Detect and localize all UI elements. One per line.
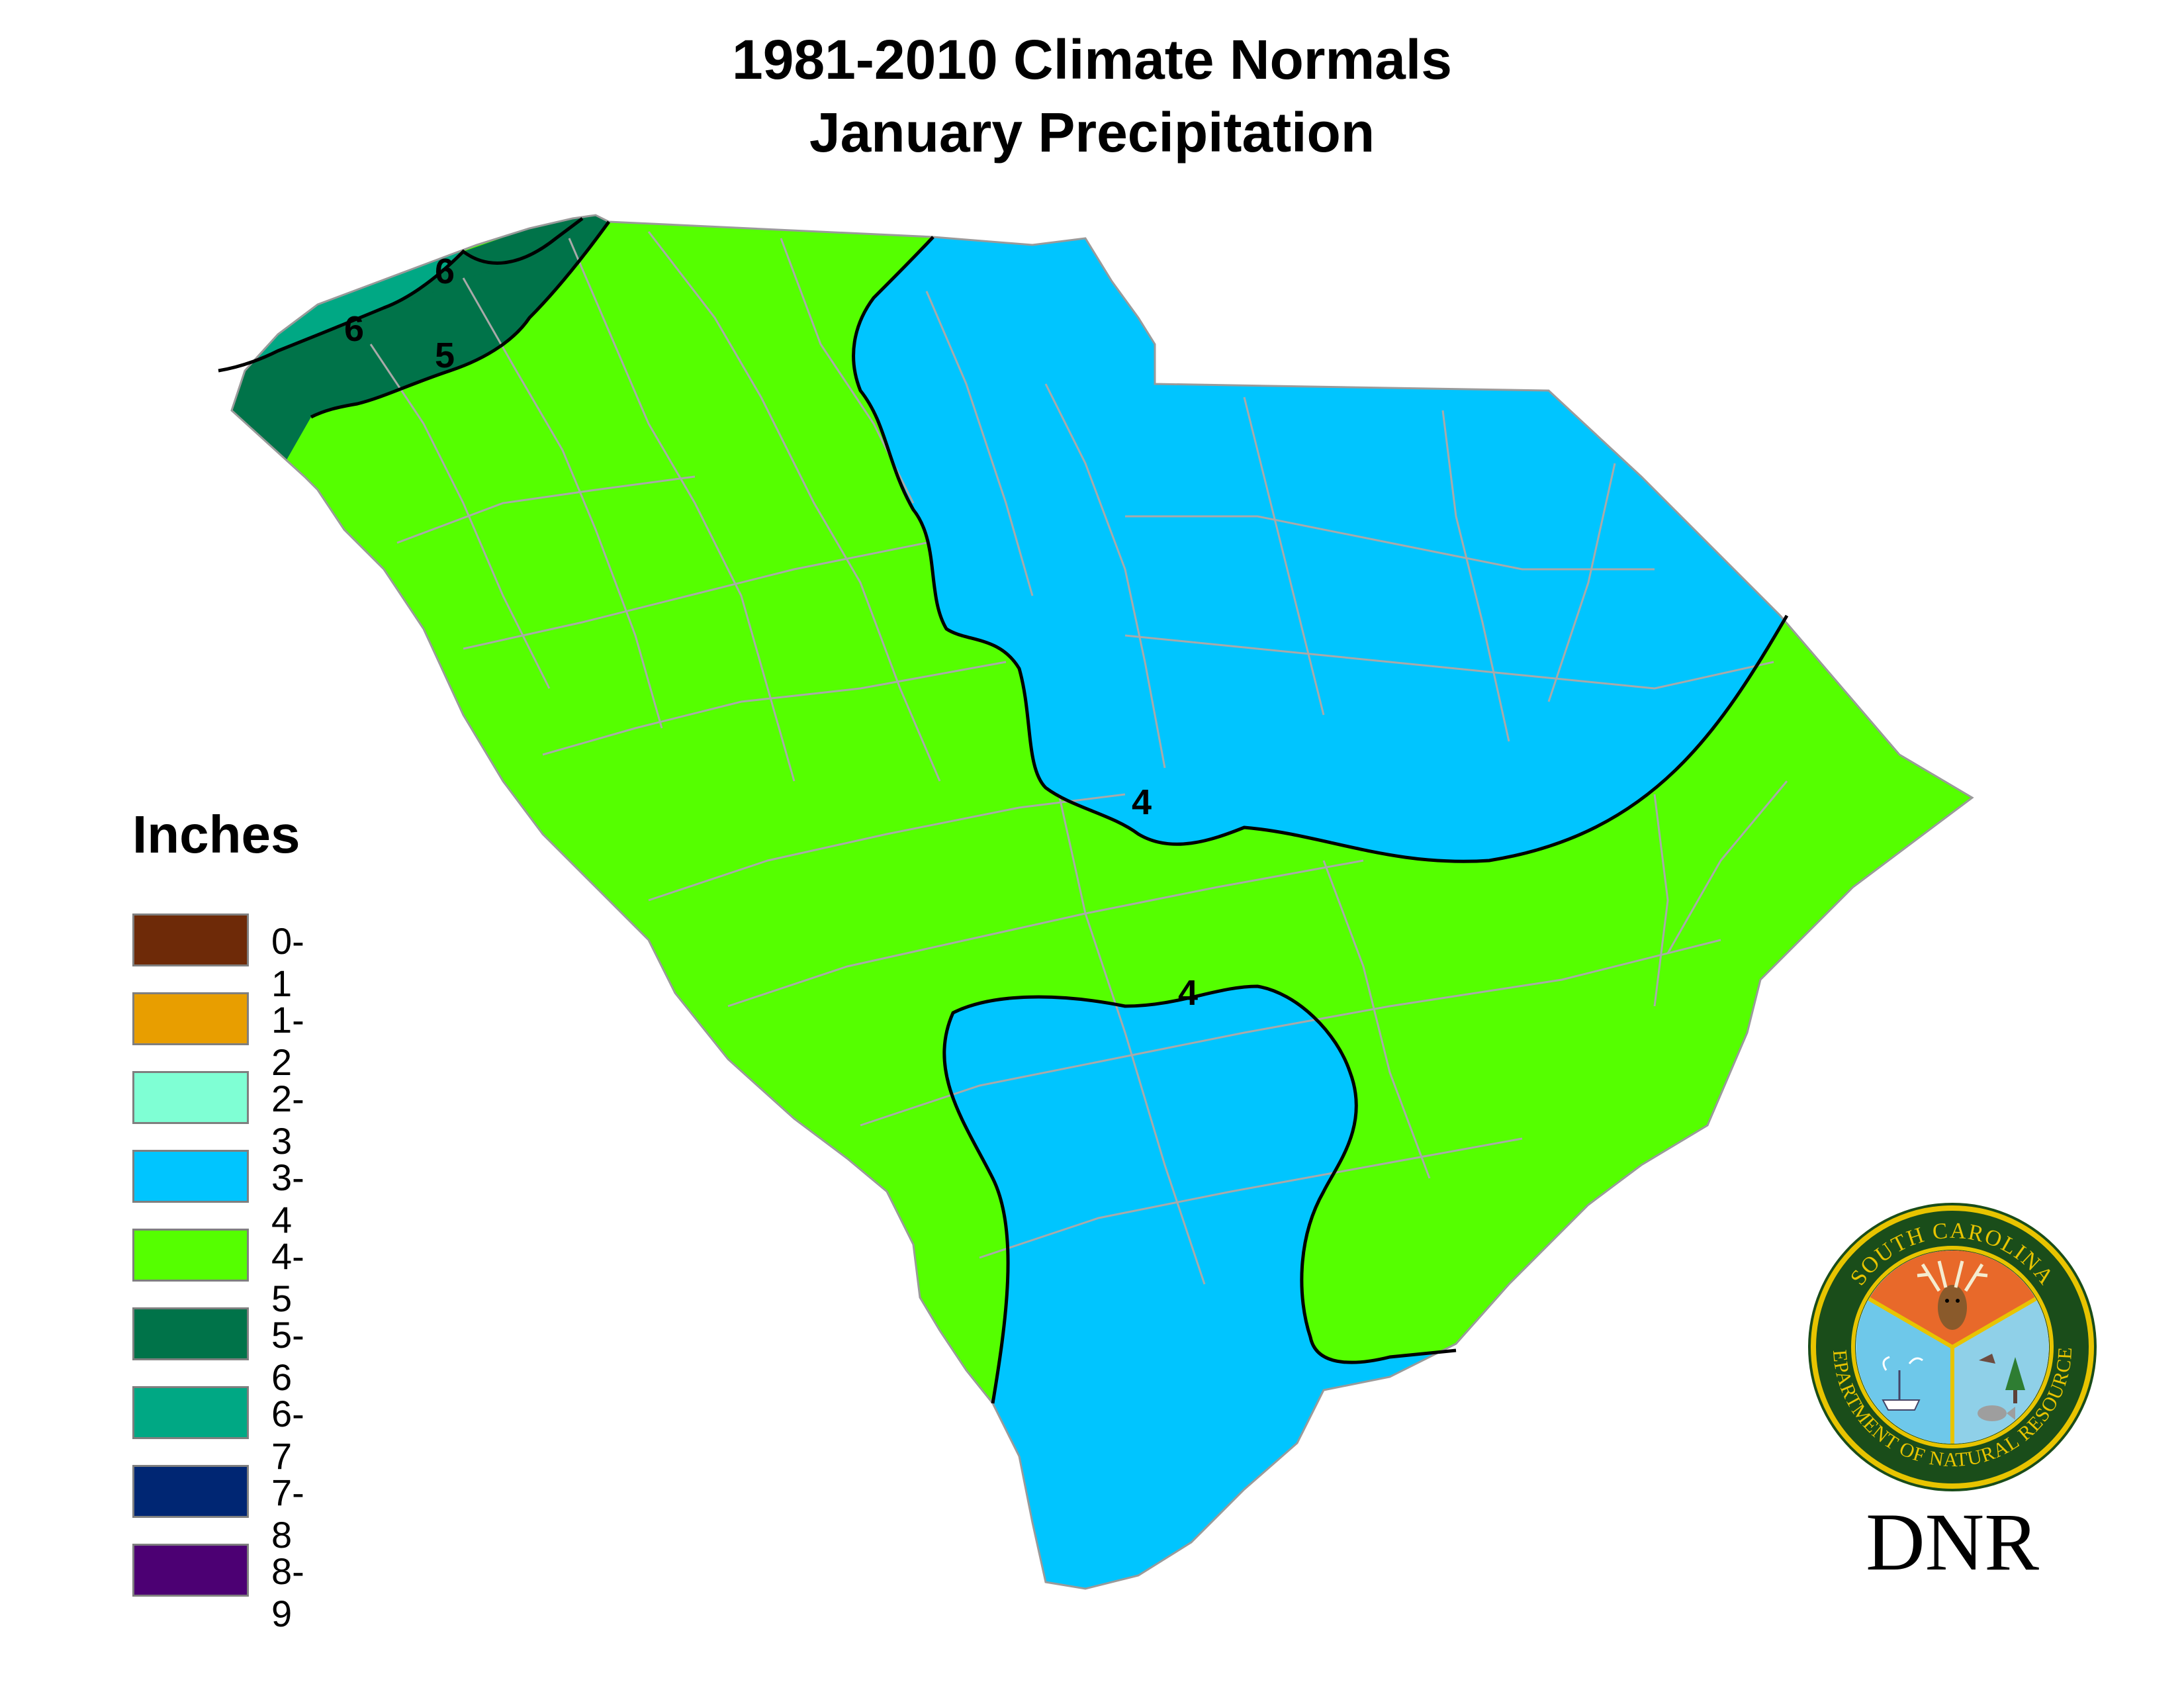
isoline-4-south (942, 984, 1457, 1404)
legend-swatch (132, 1307, 249, 1360)
legend-label: 6-7 (271, 1393, 304, 1477)
legend-swatch (132, 1465, 249, 1518)
map-region-5-6-upper (410, 215, 596, 301)
legend-label: 7-8 (271, 1472, 304, 1556)
legend-swatch (132, 1544, 249, 1597)
isoline-label-5: 5 (435, 336, 455, 375)
legend-swatch (132, 1229, 249, 1282)
legend-swatch (132, 1071, 249, 1124)
legend-label: 4-5 (271, 1235, 304, 1319)
legend-label: 1-2 (271, 999, 304, 1083)
isolines (218, 217, 1789, 1404)
isoline-label-4-northeast: 4 (1132, 782, 1152, 822)
map-region-6-7 (232, 252, 463, 371)
isoline-6 (218, 217, 584, 373)
legend-title: Inches (132, 805, 300, 864)
legend-label: 0-1 (271, 920, 304, 1004)
map-title-line1: 1981-2010 Climate Normals (732, 28, 1452, 91)
deer-icon (1917, 1260, 1988, 1330)
tree-and-fish-icon (1978, 1354, 2025, 1421)
legend-swatch (132, 1150, 249, 1203)
legend-label: 5-6 (271, 1314, 304, 1398)
legend-label: 8-9 (271, 1550, 304, 1634)
isoline-label-6-lower: 6 (344, 309, 364, 349)
state-outline (230, 214, 1974, 1590)
legend-label: 2-3 (271, 1078, 304, 1162)
dnr-seal-logo: SOUTH CAROLINA DEPARTMENT OF NATURAL RES… (1803, 1201, 2097, 1491)
map-region-5-6 (232, 215, 615, 463)
map-title-line2: January Precipitation (809, 101, 1375, 164)
isoline-5 (310, 220, 611, 419)
isoline-label-4-south: 4 (1178, 973, 1198, 1013)
county-boundaries (369, 231, 1788, 1285)
legend-label: 3-4 (271, 1156, 304, 1241)
legend-swatch (132, 992, 249, 1045)
shrimp-boat-icon (1882, 1356, 1923, 1411)
dnr-text: DNR (1866, 1497, 2039, 1587)
legend-swatch (132, 914, 249, 966)
isoline-label-6-upper: 6 (435, 252, 455, 291)
legend-swatch (132, 1386, 249, 1439)
isoline-4-northeast (852, 236, 1789, 863)
